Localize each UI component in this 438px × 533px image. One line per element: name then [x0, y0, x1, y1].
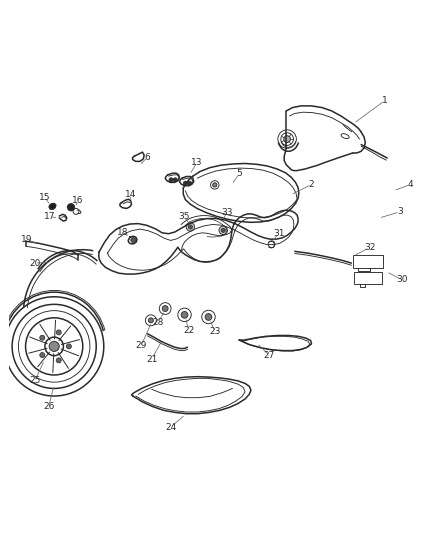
Circle shape: [181, 311, 188, 318]
Text: 5: 5: [237, 169, 242, 179]
Text: 19: 19: [21, 235, 32, 244]
Circle shape: [49, 341, 59, 351]
Circle shape: [213, 183, 217, 187]
Text: 24: 24: [165, 423, 176, 432]
Text: 14: 14: [125, 190, 136, 199]
Text: 26: 26: [43, 401, 54, 410]
Text: 32: 32: [364, 243, 375, 252]
Text: 18: 18: [117, 228, 129, 237]
Circle shape: [56, 358, 61, 363]
Text: 16: 16: [72, 196, 84, 205]
Circle shape: [186, 223, 194, 231]
Circle shape: [131, 238, 136, 243]
Circle shape: [219, 226, 227, 235]
Circle shape: [205, 313, 212, 320]
Text: 33: 33: [221, 208, 232, 217]
Circle shape: [169, 178, 173, 182]
Text: 35: 35: [179, 212, 190, 221]
Circle shape: [162, 305, 168, 311]
Circle shape: [40, 335, 45, 340]
Text: 4: 4: [407, 180, 413, 189]
Circle shape: [284, 136, 290, 142]
Circle shape: [173, 178, 177, 182]
Text: 3: 3: [397, 207, 403, 216]
Text: 29: 29: [135, 341, 147, 350]
Text: 20: 20: [29, 259, 41, 268]
Text: 28: 28: [152, 318, 164, 327]
Circle shape: [188, 225, 193, 229]
Circle shape: [67, 344, 71, 349]
Circle shape: [183, 181, 187, 185]
Text: 25: 25: [29, 376, 41, 385]
Text: 2: 2: [309, 180, 314, 189]
Circle shape: [148, 318, 153, 323]
Text: 23: 23: [209, 327, 220, 336]
Circle shape: [40, 352, 45, 358]
Text: 27: 27: [264, 351, 275, 360]
Circle shape: [56, 330, 61, 335]
Text: 1: 1: [382, 96, 388, 105]
Text: 15: 15: [39, 192, 50, 201]
Text: 17: 17: [44, 212, 56, 221]
Text: 22: 22: [183, 326, 194, 335]
Text: 31: 31: [273, 229, 284, 238]
Circle shape: [221, 228, 225, 232]
Text: 13: 13: [191, 158, 203, 167]
Text: 6: 6: [145, 152, 150, 161]
Circle shape: [67, 204, 74, 211]
Circle shape: [187, 181, 192, 185]
Text: 21: 21: [146, 354, 157, 364]
Circle shape: [49, 204, 56, 209]
Text: 30: 30: [396, 276, 408, 285]
